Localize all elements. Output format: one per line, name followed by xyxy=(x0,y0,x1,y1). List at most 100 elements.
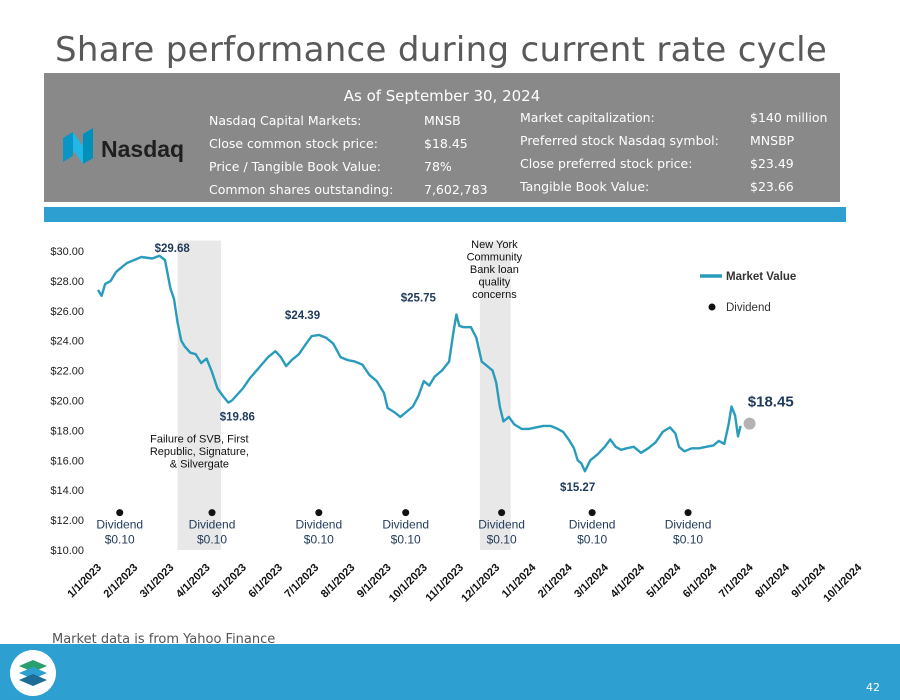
x-tick-label: 4/1/2023 xyxy=(174,562,213,601)
footer-bar: 42 xyxy=(0,644,900,700)
event-annotation-line: Failure of SVB, First xyxy=(150,433,248,445)
nasdaq-logo-bar-2 xyxy=(73,132,83,164)
page-number: 42 xyxy=(866,681,880,694)
value-capital-markets: MNSB xyxy=(424,113,461,128)
y-tick-label: $28.00 xyxy=(50,276,84,288)
value-market-cap: $140 million xyxy=(750,110,828,125)
label-price-tbv: Price / Tangible Book Value: xyxy=(209,159,381,174)
dividend-label: Dividend xyxy=(295,518,342,532)
dividend-marker xyxy=(402,509,410,517)
info-left-labels: Nasdaq Capital Markets: Close common sto… xyxy=(209,109,393,201)
source-note: Market data is from Yahoo Finance xyxy=(52,632,276,647)
dividend-marker xyxy=(684,509,692,517)
info-right-labels: Market capitalization: Preferred stock N… xyxy=(520,106,719,198)
dividend-marker xyxy=(116,509,124,517)
price-data-label: $29.68 xyxy=(155,243,191,255)
info-right-values: $140 million MNSBP $23.49 $23.66 xyxy=(750,106,827,198)
divider-bar xyxy=(44,207,846,222)
dividend-marker xyxy=(588,509,596,517)
stock-info-panel: As of September 30, 2024 Nasdaq Nasdaq C… xyxy=(44,73,840,202)
dividend-amount: $0.10 xyxy=(391,533,421,547)
x-tick-label: 7/1/2023 xyxy=(283,562,322,601)
x-tick-label: 10/1/2024 xyxy=(821,561,865,605)
label-preferred-symbol: Preferred stock Nasdaq symbol: xyxy=(520,133,719,148)
share-price-chart: $10.00 $12.00 $14.00 $16.00 $18.00 $20.00 $22.… xyxy=(50,239,865,605)
event-shade-1 xyxy=(479,240,511,550)
value-preferred-symbol: MNSBP xyxy=(750,133,795,148)
price-data-label: $15.27 xyxy=(560,482,595,494)
x-tick-label: 12/1/2023 xyxy=(459,562,502,605)
market-value-line xyxy=(96,254,742,473)
legend-market-value-label: Market Value xyxy=(726,271,796,283)
dividend-marker xyxy=(498,509,506,517)
x-tick-label: 7/1/2024 xyxy=(717,561,756,600)
nasdaq-logo-text: Nasdaq xyxy=(101,136,184,162)
y-tick-label: $14.00 xyxy=(50,485,84,497)
value-shares-outstanding: 7,602,783 xyxy=(424,182,488,197)
price-data-label: $24.39 xyxy=(285,310,320,322)
page-title: Share performance during current rate cy… xyxy=(55,30,828,70)
label-preferred-price: Close preferred stock price: xyxy=(520,156,693,171)
dividend-amount: $0.10 xyxy=(105,533,135,547)
dividend-label: Dividend xyxy=(96,518,143,532)
y-tick-label: $26.00 xyxy=(50,306,84,318)
x-tick-label: 10/1/2023 xyxy=(387,562,430,605)
value-close-common-price: $18.45 xyxy=(424,136,468,151)
x-tick-label: 2/1/2024 xyxy=(536,561,575,600)
price-data-label: $25.75 xyxy=(401,293,437,305)
event-annotation-line: Community xyxy=(467,252,523,264)
x-tick-label: 2/1/2023 xyxy=(102,562,141,601)
y-tick-label: $30.00 xyxy=(50,246,84,258)
nasdaq-logo-graphic: Nasdaq xyxy=(63,128,184,164)
y-tick-label: $12.00 xyxy=(50,515,84,527)
as-of-date: As of September 30, 2024 xyxy=(343,87,541,105)
event-shade-0 xyxy=(177,240,222,550)
nasdaq-logo: Nasdaq xyxy=(53,126,203,170)
value-price-tbv: 78% xyxy=(424,159,452,174)
dividend-label: Dividend xyxy=(478,518,525,532)
event-annotation-line: quality xyxy=(478,277,510,289)
dividend-amount: $0.10 xyxy=(304,533,334,547)
x-tick-label: 1/1/2023 xyxy=(65,562,104,601)
value-tangible-book-value: $23.66 xyxy=(750,179,794,194)
x-tick-label: 3/1/2024 xyxy=(572,561,611,600)
x-tick-label: 6/1/2024 xyxy=(681,561,720,600)
x-tick-label: 8/1/2023 xyxy=(319,562,358,601)
dividend-label: Dividend xyxy=(569,518,616,532)
dividend-label: Dividend xyxy=(665,518,712,532)
latest-price-marker xyxy=(743,417,756,430)
label-market-cap: Market capitalization: xyxy=(520,110,655,125)
x-tick-label: 5/1/2024 xyxy=(645,561,684,600)
y-tick-label: $18.00 xyxy=(50,425,84,437)
value-preferred-price: $23.49 xyxy=(750,156,794,171)
x-tick-label: 5/1/2023 xyxy=(210,562,249,601)
dividend-label: Dividend xyxy=(382,518,429,532)
x-tick-label: 8/1/2024 xyxy=(753,561,792,600)
y-tick-label: $16.00 xyxy=(50,455,84,467)
legend-dividend-label: Dividend xyxy=(726,302,771,314)
event-annotation-line: New York xyxy=(471,239,518,251)
dividend-label: Dividend xyxy=(189,518,236,532)
label-tangible-book-value: Tangible Book Value: xyxy=(520,179,650,194)
x-tick-label: 1/1/2024 xyxy=(500,561,539,600)
price-data-label: $18.45 xyxy=(748,394,794,411)
label-close-common-price: Close common stock price: xyxy=(209,136,378,151)
info-left-values: MNSB $18.45 78% 7,602,783 xyxy=(424,109,488,201)
y-tick-label: $10.00 xyxy=(50,545,84,557)
legend-dividend-swatch xyxy=(708,303,716,311)
event-annotation-line: Republic, Signature, xyxy=(150,446,249,458)
dividend-amount: $0.10 xyxy=(577,533,607,547)
event-annotation-line: & Silvergate xyxy=(170,458,229,470)
x-tick-label: 6/1/2023 xyxy=(246,562,285,601)
x-tick-label: 4/1/2024 xyxy=(608,561,647,600)
x-tick-label: 3/1/2023 xyxy=(138,562,177,601)
y-tick-label: $20.00 xyxy=(50,396,84,408)
event-annotation-line: concerns xyxy=(472,289,517,301)
y-tick-label: $22.00 xyxy=(50,366,84,378)
label-capital-markets: Nasdaq Capital Markets: xyxy=(209,113,362,128)
nasdaq-logo-bar-3 xyxy=(83,128,93,164)
y-tick-label: $24.00 xyxy=(50,336,84,348)
price-data-label: $19.86 xyxy=(220,412,255,424)
event-annotation-line: Bank loan xyxy=(470,264,519,276)
dividend-marker xyxy=(208,509,216,517)
